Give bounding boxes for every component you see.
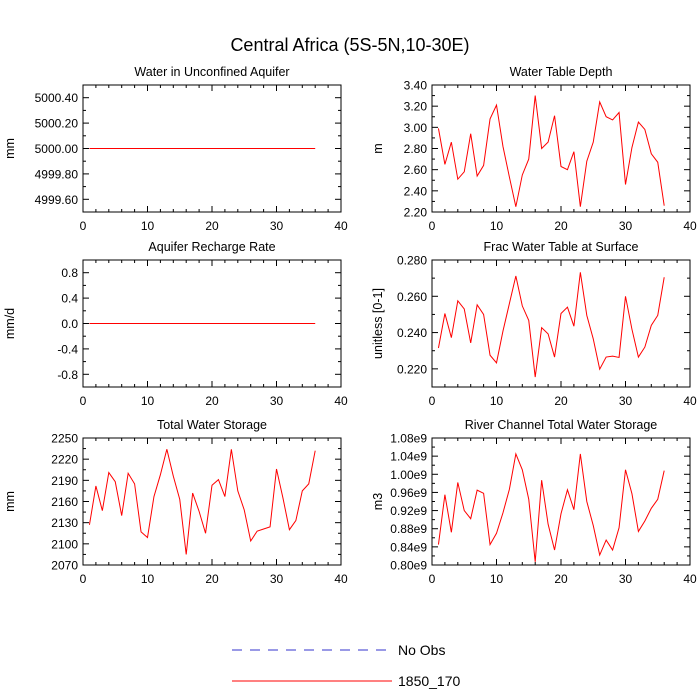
plot-frame xyxy=(431,84,691,213)
panel-3: Aquifer Recharge Rate 0 10 20 30 40 -0.8 -0.4 0.… xyxy=(3,240,348,408)
panel-4: Frac Water Table at Surface 0 10 20 30 40 0.22… xyxy=(371,240,697,408)
x-tick-label: 40 xyxy=(334,394,348,408)
x-tick-label: 0 xyxy=(80,219,87,233)
x-tick-label: 0 xyxy=(80,394,87,408)
y-tick-label: -0.8 xyxy=(57,368,78,382)
panel-title: Total Water Storage xyxy=(157,418,267,432)
panel-title: River Channel Total Water Storage xyxy=(465,418,658,432)
y-tick-label: 4999.60 xyxy=(35,193,79,207)
x-tick-label: 40 xyxy=(683,394,697,408)
y-tick-label: 0.96e9 xyxy=(390,486,427,500)
x-tick-label: 30 xyxy=(619,219,633,233)
y-tick-label: 5000.20 xyxy=(35,117,79,131)
panel-title: Frac Water Table at Surface xyxy=(484,240,639,254)
legend-label-no-obs: No Obs xyxy=(398,642,445,658)
y-tick-label: 5000.00 xyxy=(35,142,79,156)
plot-frame xyxy=(82,437,342,566)
x-tick-label: 10 xyxy=(490,219,504,233)
series-line-1850-170 xyxy=(437,452,665,562)
x-tick-label: 20 xyxy=(205,394,219,408)
y-axis-label: mm xyxy=(3,491,17,512)
y-tick-label: 3.40 xyxy=(404,79,428,93)
y-tick-label: 0.92e9 xyxy=(390,504,427,518)
y-tick-label: 2160 xyxy=(51,495,78,509)
x-tick-label: 30 xyxy=(619,394,633,408)
x-tick-label: 20 xyxy=(205,572,219,586)
panel-title: Water Table Depth xyxy=(510,65,613,79)
series-line-1850-170 xyxy=(88,449,316,555)
x-tick-label: 0 xyxy=(80,572,87,586)
y-tick-label: 2190 xyxy=(51,474,78,488)
y-tick-label: 0.240 xyxy=(397,326,427,340)
x-tick-label: 40 xyxy=(334,572,348,586)
y-tick-label: 4999.80 xyxy=(35,167,79,181)
x-tick-label: 30 xyxy=(270,394,284,408)
y-tick-label: 1.08e9 xyxy=(390,432,427,446)
panel-5: Total Water Storage 0 10 20 30 40 2070 2100 2130… xyxy=(3,418,348,586)
y-tick-label: 0.280 xyxy=(397,254,427,268)
panel-6: River Channel Total Water Storage 0 10 20 30… xyxy=(371,418,697,586)
y-tick-label: 0.8 xyxy=(61,266,78,280)
y-axis-label: m3 xyxy=(371,493,385,510)
x-tick-label: 10 xyxy=(141,394,155,408)
y-tick-label: 0.80e9 xyxy=(390,559,427,573)
legend: No Obs 1850_170 xyxy=(232,642,461,689)
y-axis-label: mm xyxy=(3,138,17,159)
panel-1: Water in Unconfined Aquifer 0 10 20 30 40 4999… xyxy=(3,65,348,233)
x-tick-label: 10 xyxy=(141,572,155,586)
y-tick-label: 2250 xyxy=(51,432,78,446)
panels-grid: Water in Unconfined Aquifer 0 10 20 30 40 4999… xyxy=(3,65,697,586)
y-tick-label: 2.40 xyxy=(404,184,428,198)
y-axis-label: mm/d xyxy=(3,308,17,339)
y-tick-label: -0.4 xyxy=(57,342,78,356)
y-tick-label: 5000.40 xyxy=(35,91,79,105)
y-tick-label: 3.20 xyxy=(404,100,428,114)
y-axis-label: unitless [0-1] xyxy=(371,288,385,359)
plot-frame xyxy=(431,259,691,388)
y-tick-label: 0.220 xyxy=(397,362,427,376)
x-tick-label: 20 xyxy=(554,572,568,586)
y-tick-label: 1.00e9 xyxy=(390,468,427,482)
y-tick-label: 2.80 xyxy=(404,142,428,156)
x-tick-label: 0 xyxy=(429,219,436,233)
x-tick-label: 10 xyxy=(490,572,504,586)
y-tick-label: 3.00 xyxy=(404,121,428,135)
x-tick-label: 10 xyxy=(490,394,504,408)
x-tick-label: 40 xyxy=(683,572,697,586)
panel-title: Water in Unconfined Aquifer xyxy=(134,65,289,79)
y-tick-label: 2220 xyxy=(51,453,78,467)
x-tick-label: 20 xyxy=(554,394,568,408)
x-tick-label: 0 xyxy=(429,572,436,586)
figure-title: Central Africa (5S-5N,10-30E) xyxy=(230,35,469,55)
x-tick-label: 20 xyxy=(205,219,219,233)
y-tick-label: 0.4 xyxy=(61,292,78,306)
y-tick-label: 2100 xyxy=(51,537,78,551)
y-tick-label: 0.0 xyxy=(61,317,78,331)
plot-frame xyxy=(431,437,691,566)
y-tick-label: 0.260 xyxy=(397,290,427,304)
y-tick-label: 2.20 xyxy=(404,206,428,220)
y-tick-label: 0.84e9 xyxy=(390,540,427,554)
x-tick-label: 40 xyxy=(334,219,348,233)
y-tick-label: 2130 xyxy=(51,516,78,530)
y-axis-label: m xyxy=(371,143,385,153)
y-tick-label: 0.88e9 xyxy=(390,522,427,536)
series-line-1850-170 xyxy=(437,95,665,207)
y-tick-label: 2.60 xyxy=(404,163,428,177)
x-tick-label: 30 xyxy=(619,572,633,586)
x-tick-label: 30 xyxy=(270,572,284,586)
panel-title: Aquifer Recharge Rate xyxy=(148,240,275,254)
y-tick-label: 2070 xyxy=(51,559,78,573)
x-tick-label: 20 xyxy=(554,219,568,233)
panel-2: Water Table Depth 0 10 20 30 40 2.20 2.40 2.60 2.… xyxy=(371,65,697,233)
x-tick-label: 0 xyxy=(429,394,436,408)
x-tick-label: 10 xyxy=(141,219,155,233)
series-line-1850-170 xyxy=(437,272,665,378)
y-tick-label: 1.04e9 xyxy=(390,450,427,464)
x-tick-label: 30 xyxy=(270,219,284,233)
x-tick-label: 40 xyxy=(683,219,697,233)
legend-label-1850-170: 1850_170 xyxy=(398,673,461,689)
